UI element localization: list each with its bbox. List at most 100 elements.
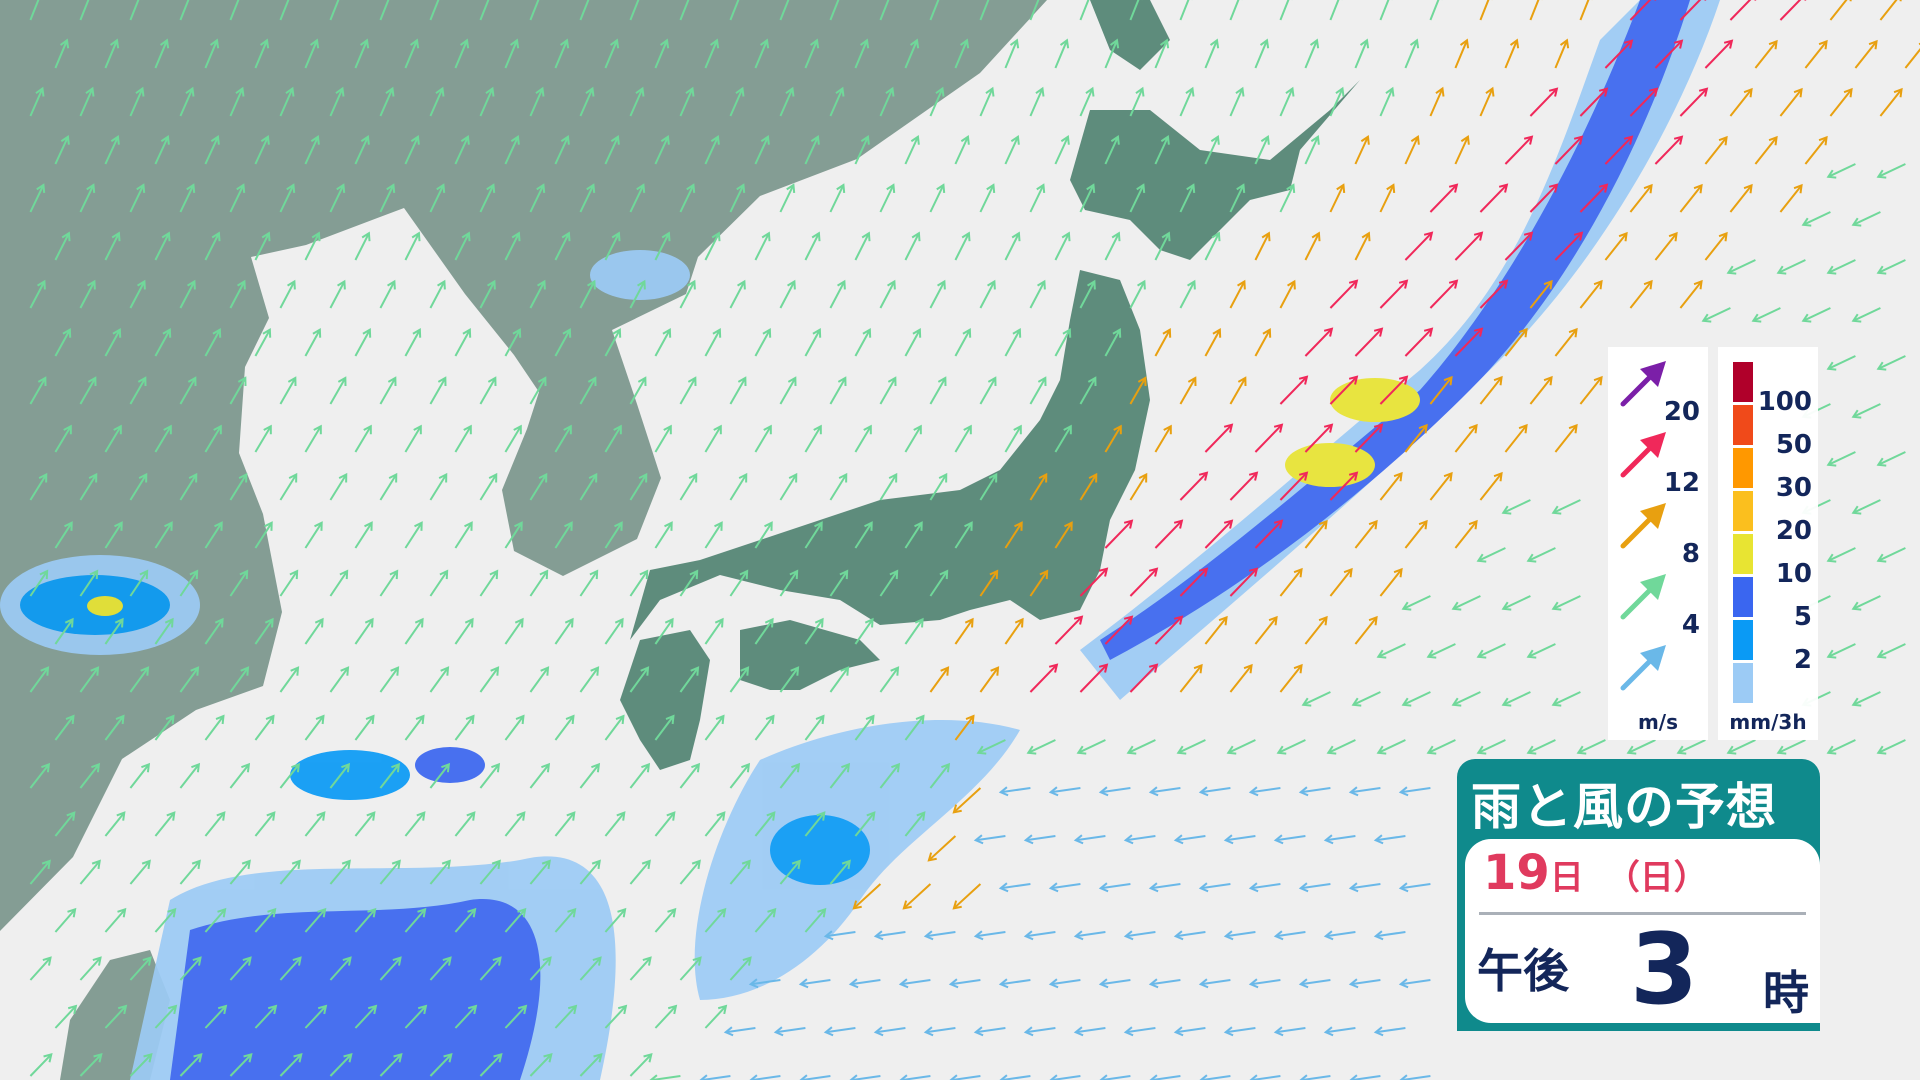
- wind-arrow: [1429, 86, 1445, 117]
- wind-arrow-icon: [1620, 574, 1666, 620]
- wind-arrow: [1779, 183, 1803, 213]
- wind-arrow: [879, 376, 897, 405]
- wind-arrow: [204, 134, 220, 165]
- date-weekday: （日）: [1605, 858, 1708, 898]
- wind-arrow: [1373, 834, 1406, 845]
- wind-arrow: [154, 134, 170, 165]
- wind-arrow: [973, 834, 1006, 845]
- wind-arrow: [29, 279, 46, 309]
- wind-arrow: [1501, 595, 1531, 611]
- rain-legend-label: 20: [1775, 516, 1812, 546]
- wind-arrow: [1098, 786, 1131, 797]
- wind-arrow: [1254, 231, 1271, 261]
- wind-arrow: [1479, 279, 1509, 309]
- wind-arrow: [29, 1053, 53, 1077]
- wind-arrow: [1004, 521, 1023, 549]
- wind-arrow: [504, 328, 522, 357]
- wind-arrow: [504, 38, 520, 69]
- wind-arrow: [254, 811, 276, 837]
- wind-arrow: [952, 883, 982, 910]
- wind-arrow: [1304, 519, 1328, 549]
- wind-arrow: [1048, 786, 1081, 797]
- wind-arrow: [479, 1053, 503, 1077]
- wind-arrow: [1179, 471, 1209, 501]
- wind-arrow-icon: [1620, 432, 1666, 478]
- wind-arrow: [804, 328, 822, 357]
- wind-arrow: [1479, 0, 1493, 21]
- wind-arrow: [1326, 739, 1356, 755]
- wind-arrow: [179, 569, 199, 597]
- land-layer: [0, 0, 1360, 1080]
- wind-arrow: [1248, 786, 1281, 797]
- wind-arrow: [829, 183, 846, 213]
- wind-arrow: [579, 183, 596, 213]
- wind-arrow: [554, 134, 570, 165]
- wind-arrow: [1876, 163, 1906, 179]
- wind-arrow: [1204, 328, 1222, 357]
- wind-legend-value: 4: [1681, 610, 1700, 640]
- rain-layer: [0, 0, 1720, 1080]
- wind-arrow: [1154, 424, 1172, 453]
- wind-arrow: [1851, 403, 1881, 419]
- wind-arrow: [1054, 424, 1072, 453]
- wind-arrow: [1829, 87, 1853, 117]
- wind-arrow: [1073, 930, 1106, 941]
- wind-arrow: [129, 666, 150, 693]
- wind-arrow: [904, 231, 921, 261]
- wind-arrow: [654, 328, 672, 357]
- wind-arrow: [804, 424, 822, 453]
- wind-arrow: [579, 1053, 603, 1077]
- wind-arrow: [1079, 376, 1097, 405]
- wind-arrow: [304, 521, 323, 549]
- wind-arrow: [1229, 0, 1243, 21]
- wind-arrow: [204, 907, 227, 933]
- rain-legend-swatch: [1733, 405, 1753, 445]
- wind-arrow: [1551, 691, 1581, 707]
- wind-arrow: [554, 1004, 578, 1029]
- wind-arrow: [404, 328, 422, 357]
- wind-arrow: [554, 231, 571, 261]
- wind-arrow: [729, 956, 752, 981]
- wind-arrow: [354, 907, 377, 933]
- wind-arrow: [429, 1053, 453, 1077]
- wind-arrow: [404, 714, 425, 741]
- wind-arrow: [829, 376, 847, 405]
- wind-arrow: [154, 1004, 178, 1029]
- wind-arrow: [279, 86, 295, 117]
- wind-arrow: [679, 762, 701, 789]
- wind-arrow: [1329, 567, 1353, 597]
- wind-arrow: [1626, 739, 1656, 755]
- wind-arrow: [79, 569, 99, 597]
- wind-arrow: [1349, 1074, 1381, 1080]
- wind-arrow: [1223, 834, 1256, 845]
- wind-arrow: [154, 811, 176, 837]
- wind-arrow: [329, 569, 349, 597]
- wind-arrow: [1226, 739, 1256, 755]
- wind-arrow: [1729, 87, 1753, 117]
- wind-arrow: [1679, 87, 1709, 117]
- wind-arrow: [799, 1074, 831, 1080]
- wind-arrow: [1754, 39, 1778, 69]
- wind-arrow: [654, 1004, 678, 1029]
- wind-arrow: [748, 978, 781, 989]
- wind-arrow: [1379, 183, 1396, 213]
- wind-arrow: [1426, 739, 1456, 755]
- wind-arrow: [879, 86, 895, 117]
- wind-arrow: [1804, 135, 1828, 165]
- wind-arrow: [779, 183, 796, 213]
- wind-arrow: [1029, 0, 1043, 21]
- wind-arrow: [704, 521, 723, 549]
- wind-arrow: [579, 956, 602, 981]
- wind-arrow: [1479, 471, 1503, 501]
- wind-arrow: [179, 859, 201, 885]
- continent-land: [0, 0, 1047, 931]
- wind-arrow: [254, 521, 273, 549]
- wind-arrow: [948, 978, 981, 989]
- wind-arrow: [979, 0, 993, 21]
- wind-arrow: [1254, 328, 1272, 357]
- wind-arrow: [629, 472, 648, 501]
- wind-arrow: [379, 472, 398, 501]
- wind-arrow: [179, 86, 195, 117]
- wind-arrow: [604, 424, 622, 453]
- wind-arrow: [54, 811, 76, 837]
